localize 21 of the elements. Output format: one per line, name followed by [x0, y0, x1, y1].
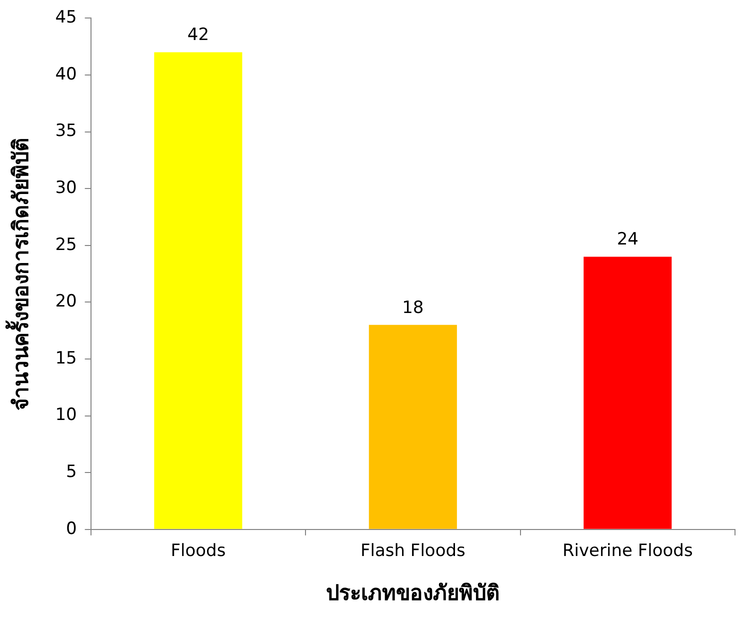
- y-tick-label: 45: [55, 8, 77, 28]
- bar: [368, 324, 457, 529]
- x-tick-label: Floods: [170, 541, 226, 562]
- y-tick-label: 5: [66, 462, 77, 482]
- x-tick-label: Flash Floods: [360, 541, 466, 562]
- data-label: 24: [616, 230, 638, 250]
- y-tick-label: 30: [55, 178, 77, 198]
- x-axis-title: ประเภทของภัยพิบัติ: [326, 580, 500, 605]
- data-label: 18: [402, 298, 424, 318]
- y-tick-label: 10: [55, 405, 77, 426]
- y-tick-label: 15: [55, 348, 77, 368]
- y-tick-label: 40: [55, 64, 77, 84]
- y-tick-label: 0: [66, 518, 77, 539]
- y-tick-label: 35: [55, 121, 77, 142]
- y-axis-title: จำนวนครั้งของการเกิดภัยพิบัติ: [5, 137, 34, 410]
- data-label: 42: [187, 25, 210, 46]
- x-tick-label: Riverine Floods: [562, 541, 693, 562]
- bar: [154, 52, 242, 529]
- y-tick-label: 20: [55, 292, 77, 312]
- bar: [584, 256, 672, 529]
- y-tick-label: 25: [55, 234, 77, 255]
